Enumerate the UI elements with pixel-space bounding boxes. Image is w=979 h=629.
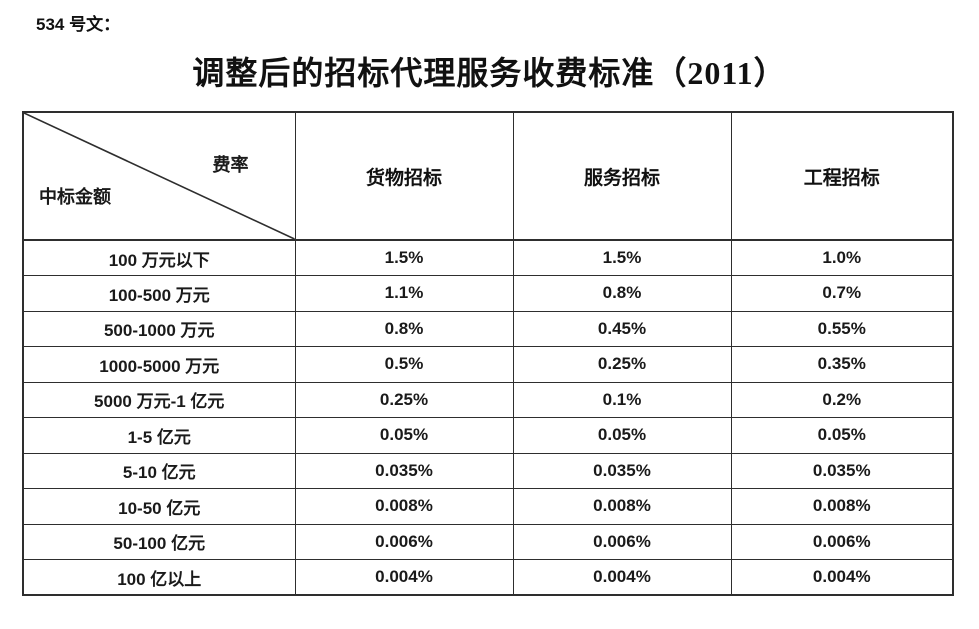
corner-label-rate: 费率 xyxy=(212,155,249,175)
column-header-services: 服务招标 xyxy=(512,111,732,241)
fee-cell: 0.006% xyxy=(730,523,954,560)
fee-cell: 0.004% xyxy=(730,559,954,596)
table-row: 5-10 亿元 0.035% 0.035% 0.035% xyxy=(22,452,954,489)
fee-cell: 0.1% xyxy=(512,381,732,418)
fee-cell: 0.035% xyxy=(730,452,954,489)
row-label: 1-5 亿元 xyxy=(22,417,296,454)
table-row: 100 万元以下 1.5% 1.5% 1.0% xyxy=(22,239,954,276)
fee-cell: 0.55% xyxy=(730,310,954,347)
fee-cell: 1.5% xyxy=(512,239,732,276)
row-label: 100 亿以上 xyxy=(22,559,296,596)
fee-cell: 0.006% xyxy=(512,523,732,560)
fee-cell: 1.0% xyxy=(730,239,954,276)
corner-label-amount: 中标金额 xyxy=(39,187,111,207)
table-row: 500-1000 万元 0.8% 0.45% 0.55% xyxy=(22,310,954,347)
row-label: 100 万元以下 xyxy=(22,239,296,276)
fee-cell: 0.035% xyxy=(294,452,514,489)
fee-cell: 0.2% xyxy=(730,381,954,418)
row-label: 500-1000 万元 xyxy=(22,310,296,347)
fee-cell: 0.035% xyxy=(512,452,732,489)
table-row: 1-5 亿元 0.05% 0.05% 0.05% xyxy=(22,417,954,454)
fee-cell: 0.05% xyxy=(294,417,514,454)
table-row: 100 亿以上 0.004% 0.004% 0.004% xyxy=(22,559,954,596)
page-title: 调整后的招标代理服务收费标准（2011） xyxy=(192,55,787,91)
table-header-row: 费率 中标金额 货物招标 服务招标 工程招标 xyxy=(22,111,954,241)
fee-cell: 0.35% xyxy=(730,346,954,383)
fee-cell: 0.25% xyxy=(294,381,514,418)
table-row: 5000 万元-1 亿元 0.25% 0.1% 0.2% xyxy=(22,381,954,418)
table-row: 100-500 万元 1.1% 0.8% 0.7% xyxy=(22,275,954,312)
fee-cell: 0.008% xyxy=(294,488,514,525)
column-header-goods: 货物招标 xyxy=(294,111,514,241)
row-label: 50-100 亿元 xyxy=(22,523,296,560)
fee-cell: 0.8% xyxy=(512,275,732,312)
fee-cell: 0.8% xyxy=(294,310,514,347)
doc-number-label: 534 号文： xyxy=(36,15,121,34)
fee-cell: 0.004% xyxy=(512,559,732,596)
fee-cell: 0.008% xyxy=(512,488,732,525)
row-label: 5-10 亿元 xyxy=(22,452,296,489)
fee-cell: 0.006% xyxy=(294,523,514,560)
row-label: 10-50 亿元 xyxy=(22,488,296,525)
fee-cell: 0.5% xyxy=(294,346,514,383)
diagonal-divider-line xyxy=(24,113,295,239)
table-row: 50-100 亿元 0.006% 0.006% 0.006% xyxy=(22,523,954,560)
fee-cell: 0.45% xyxy=(512,310,732,347)
column-header-engineering: 工程招标 xyxy=(730,111,954,241)
corner-header-cell: 费率 中标金额 xyxy=(22,111,296,241)
row-label: 100-500 万元 xyxy=(22,275,296,312)
fee-cell: 0.008% xyxy=(730,488,954,525)
fee-cell: 0.05% xyxy=(512,417,732,454)
table-row: 10-50 亿元 0.008% 0.008% 0.008% xyxy=(22,488,954,525)
row-label: 1000-5000 万元 xyxy=(22,346,296,383)
row-label: 5000 万元-1 亿元 xyxy=(22,381,296,418)
table-row: 1000-5000 万元 0.5% 0.25% 0.35% xyxy=(22,346,954,383)
fee-cell: 0.004% xyxy=(294,559,514,596)
fee-cell: 1.1% xyxy=(294,275,514,312)
fee-cell: 0.05% xyxy=(730,417,954,454)
fee-cell: 0.7% xyxy=(730,275,954,312)
fee-cell: 0.25% xyxy=(512,346,732,383)
fee-cell: 1.5% xyxy=(294,239,514,276)
fee-rate-table: 费率 中标金额 货物招标 服务招标 工程招标 100 万元以下 1.5% 1.5… xyxy=(22,111,954,596)
